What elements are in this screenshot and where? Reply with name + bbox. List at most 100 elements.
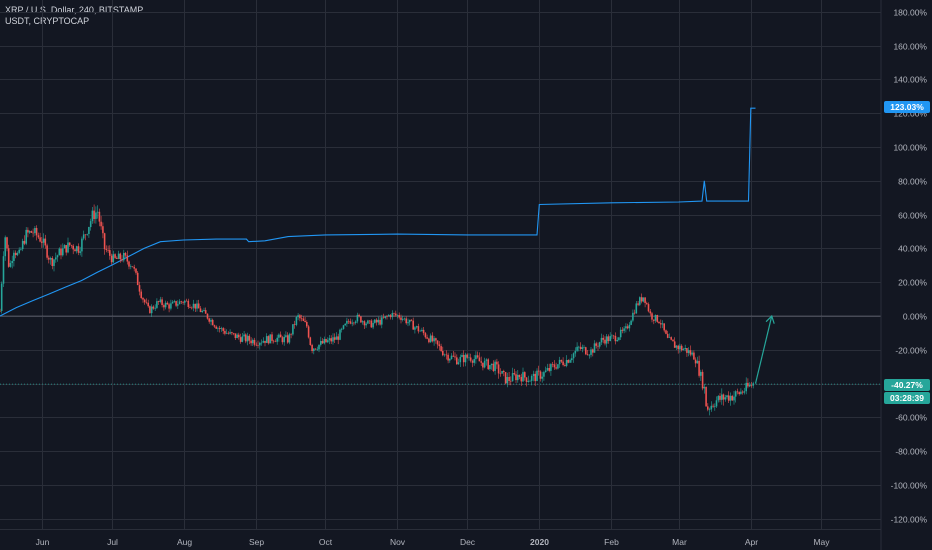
candle-body [272, 340, 275, 342]
candle-body [339, 329, 341, 340]
candle-body [693, 352, 695, 360]
symbol-title[interactable]: XRP / U.S. Dollar, 240, BITSTAMP [5, 5, 144, 15]
candle-body [374, 319, 376, 323]
candle-body [274, 341, 277, 343]
candle-body [142, 298, 144, 300]
candle-body [743, 391, 746, 393]
candle-body [694, 359, 697, 364]
candle-body [555, 367, 557, 369]
candle-body [550, 364, 552, 371]
compare-value-badge [884, 101, 930, 113]
y-tick-label: 100.00% [893, 143, 927, 153]
candle-body [262, 340, 265, 343]
candle-body [82, 234, 85, 239]
candle-body [185, 300, 188, 302]
y-tick-label: 160.00% [893, 42, 927, 52]
candle-body [121, 259, 123, 261]
candle-body [112, 254, 115, 263]
candle-body [473, 359, 475, 363]
candle-body [623, 328, 625, 331]
candle-body [335, 336, 338, 340]
candle-body [588, 354, 591, 356]
compare-series [0, 107, 756, 317]
candle-body [246, 335, 249, 342]
candle-body [714, 406, 716, 407]
candle-body [391, 313, 394, 318]
candle-body [75, 246, 78, 252]
candle-body [443, 354, 446, 356]
candle-body [7, 248, 10, 267]
candle-body [637, 303, 639, 305]
candle-body [278, 334, 280, 338]
candle-body [103, 233, 106, 250]
candle-body [79, 251, 81, 253]
candle-body [361, 321, 364, 323]
candle-body [567, 360, 570, 363]
x-tick-label: Mar [672, 537, 687, 547]
candle-body [353, 322, 355, 324]
candle-body [515, 374, 517, 381]
candle-body [738, 392, 740, 394]
candle-body [72, 245, 74, 250]
candle-body [35, 228, 38, 236]
candle-body [21, 240, 24, 250]
price-axis[interactable]: 180.00% 160.00% 140.00% 120.00% 100.00% 80.00… [891, 8, 928, 525]
chart-legend: XRP / U.S. Dollar, 240, BITSTAMP USDT, C… [5, 5, 143, 27]
x-tick-label: Jun [36, 537, 50, 547]
candle-body [224, 330, 226, 334]
candle-body [218, 328, 221, 329]
candle-body [84, 234, 87, 236]
candle-body [173, 301, 176, 302]
candle-body [687, 350, 690, 353]
candle-body [51, 258, 54, 266]
candle-body [600, 337, 603, 343]
y-tick-label: -100.00% [891, 481, 928, 491]
candle-body [440, 346, 442, 351]
candle-body [449, 358, 451, 361]
candle-body [49, 258, 52, 260]
candle-body [630, 320, 632, 325]
candle-body [712, 405, 714, 407]
candle-body [646, 303, 648, 305]
candle-body [698, 360, 700, 376]
x-tick-label: Oct [319, 537, 333, 547]
candle-body [138, 285, 141, 292]
candle-body [239, 337, 242, 342]
candle-body [412, 320, 414, 330]
candle-body [611, 335, 613, 337]
time-axis[interactable]: Jun Jul Aug Sep Oct Nov Dec 2020 Feb Mar Apr May [36, 537, 831, 547]
candle-body [445, 354, 448, 356]
candle-body [166, 302, 169, 305]
y-tick-label: 40.00% [898, 244, 927, 254]
usdt-compare-line [0, 107, 756, 317]
candle-body [344, 323, 346, 326]
candle-body [384, 316, 387, 318]
candle-body [191, 307, 193, 309]
compare-title[interactable]: USDT, CRYPTOCAP [5, 16, 90, 26]
candle-body [530, 376, 533, 381]
candle-body [252, 339, 254, 344]
projection-arrow-shaft [754, 315, 773, 384]
candle-body [461, 355, 463, 357]
candle-body [469, 357, 472, 361]
candle-body [415, 326, 418, 328]
candle-body [382, 317, 385, 319]
candle-body [476, 355, 479, 358]
candle-body [314, 348, 317, 350]
candle-body [670, 337, 672, 340]
candle-body [23, 240, 26, 244]
candle-body [281, 337, 284, 343]
candle-body [548, 368, 550, 371]
candle-body [58, 248, 61, 256]
candle-body [126, 255, 129, 262]
x-tick-label: 2020 [530, 537, 549, 547]
candle-body [576, 346, 578, 351]
candle-body [583, 347, 585, 348]
candle-body [255, 344, 258, 346]
candle-body [375, 319, 378, 323]
candle-body [733, 396, 735, 401]
candle-body [91, 210, 94, 222]
candle-body [602, 337, 604, 340]
candle-body [197, 303, 200, 309]
